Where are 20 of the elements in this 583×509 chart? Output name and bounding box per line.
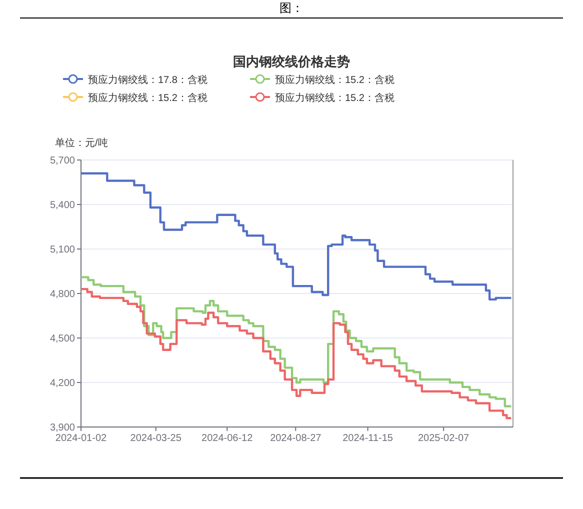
y-axis-title: 单位：元/吨: [55, 137, 108, 149]
y-tick-label: 3,900: [50, 422, 76, 434]
y-tick-label: 5,400: [50, 200, 76, 211]
legend-label: 预应力钢绞线：15.2：含税: [275, 74, 394, 86]
y-tick-label: 5,100: [50, 244, 76, 256]
y-tick-label: 4,200: [50, 378, 76, 389]
legend-label: 预应力钢绞线：17.8：含税: [88, 74, 208, 86]
x-tick-label: 2024-06-12: [202, 433, 254, 444]
y-tick-label: 4,800: [50, 289, 76, 300]
y-tick-label: 5,700: [50, 156, 76, 166]
legend-label: 预应力钢绞线：15.2：含税: [88, 92, 208, 104]
x-tick-label: 2025-02-07: [418, 433, 470, 444]
legend-label: 预应力钢绞线：15.2：含税: [275, 92, 394, 104]
x-tick-label: 2024-08-27: [270, 433, 322, 444]
y-tick-label: 4,500: [50, 334, 76, 344]
text: 图：: [280, 1, 304, 15]
x-tick-label: 2024-03-25: [130, 433, 182, 444]
x-tick-label: 2024-11-15: [342, 433, 394, 444]
chart-title: 国内钢绞线价格走势: [233, 54, 350, 69]
x-tick-label: 2024-01-02: [55, 433, 108, 444]
